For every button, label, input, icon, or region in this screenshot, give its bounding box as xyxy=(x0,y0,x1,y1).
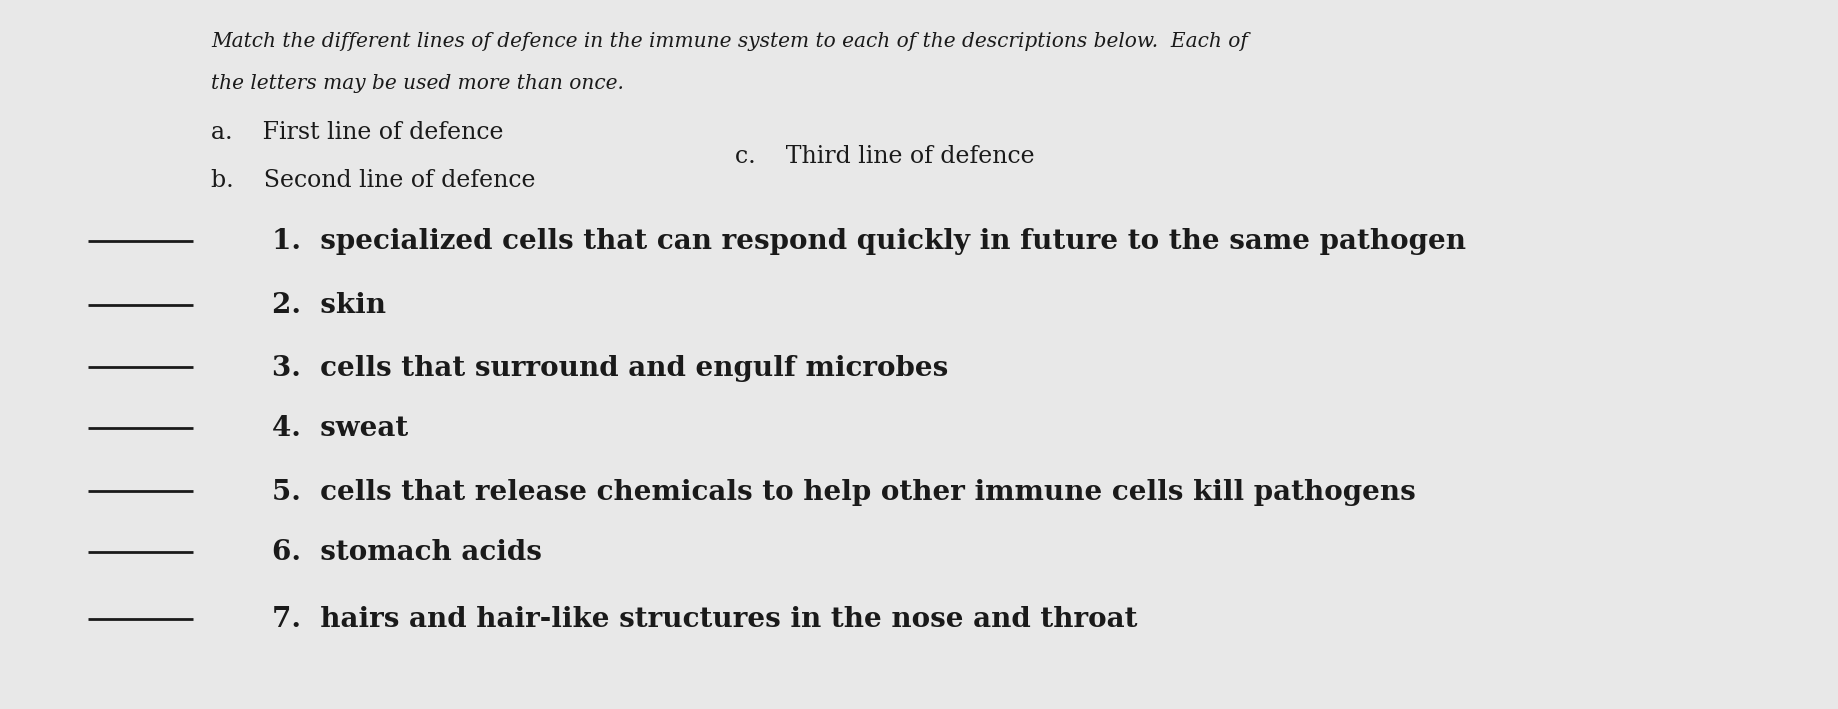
Text: 4.  sweat: 4. sweat xyxy=(272,415,408,442)
Text: c.    Third line of defence: c. Third line of defence xyxy=(735,145,1035,167)
Text: 6.  stomach acids: 6. stomach acids xyxy=(272,539,542,566)
Text: 3.  cells that surround and engulf microbes: 3. cells that surround and engulf microb… xyxy=(272,354,948,381)
Text: b.    Second line of defence: b. Second line of defence xyxy=(211,169,537,191)
Text: the letters may be used more than once.: the letters may be used more than once. xyxy=(211,74,625,94)
Text: 5.  cells that release chemicals to help other immune cells kill pathogens: 5. cells that release chemicals to help … xyxy=(272,479,1415,506)
Text: a.    First line of defence: a. First line of defence xyxy=(211,121,504,143)
Text: Match the different lines of defence in the immune system to each of the descrip: Match the different lines of defence in … xyxy=(211,32,1248,51)
Text: 2.  skin: 2. skin xyxy=(272,292,386,319)
Text: 7.  hairs and hair-like structures in the nose and throat: 7. hairs and hair-like structures in the… xyxy=(272,606,1138,633)
Text: 1.  specialized cells that can respond quickly in future to the same pathogen: 1. specialized cells that can respond qu… xyxy=(272,228,1467,255)
